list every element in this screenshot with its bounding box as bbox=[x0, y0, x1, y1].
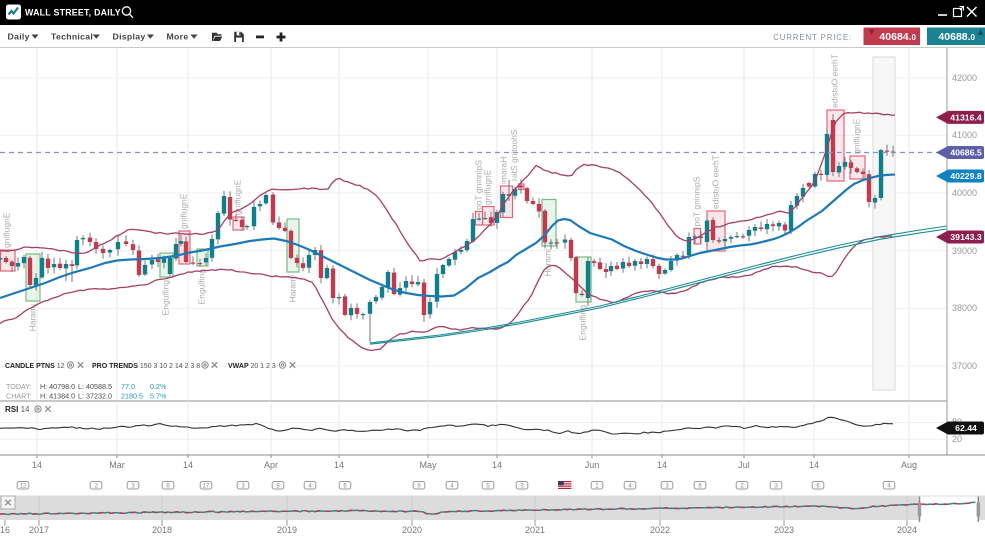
svg-text:41316.4: 41316.4 bbox=[950, 113, 982, 123]
svg-text:62.44: 62.44 bbox=[955, 423, 977, 433]
svg-text:May: May bbox=[419, 460, 437, 470]
svg-text:poT gninnipS: poT gninnipS bbox=[473, 160, 483, 210]
svg-text:L: 40588.5: L: 40588.5 bbox=[78, 382, 112, 391]
svg-text:gniflugnE: gniflugnE bbox=[482, 169, 492, 205]
svg-text:ratS gnitoohS: ratS gnitoohS bbox=[509, 129, 519, 181]
svg-text:Aug: Aug bbox=[901, 460, 917, 470]
svg-text:14: 14 bbox=[657, 460, 667, 470]
svg-text:5: 5 bbox=[486, 484, 490, 490]
svg-text:2019: 2019 bbox=[277, 525, 297, 535]
svg-text:2018: 2018 bbox=[152, 525, 172, 535]
svg-text:Harami: Harami bbox=[542, 249, 552, 277]
svg-text:2023: 2023 bbox=[774, 525, 794, 535]
svg-text:16: 16 bbox=[0, 525, 10, 535]
svg-text:12: 12 bbox=[20, 484, 27, 490]
svg-text:CANDLE PTNS 12: CANDLE PTNS 12 bbox=[5, 363, 65, 370]
svg-text:4: 4 bbox=[308, 484, 312, 490]
svg-text:gniflugnE: gniflugnE bbox=[851, 118, 861, 154]
svg-text:edistuO eerhT: edistuO eerhT bbox=[710, 155, 720, 209]
svg-text:CHART:: CHART: bbox=[6, 392, 32, 401]
svg-text:6: 6 bbox=[166, 484, 170, 490]
svg-text:2: 2 bbox=[94, 484, 98, 490]
svg-text:14: 14 bbox=[809, 460, 819, 470]
svg-text:CURRENT PRICE:: CURRENT PRICE: bbox=[773, 33, 852, 42]
svg-text:Apr: Apr bbox=[264, 460, 278, 470]
svg-text:Daily: Daily bbox=[8, 32, 30, 42]
svg-text:RSI 14: RSI 14 bbox=[5, 405, 30, 414]
svg-text:Engulfing: Engulfing bbox=[196, 269, 206, 305]
svg-text:39000: 39000 bbox=[952, 246, 977, 256]
svg-text:77.0: 77.0 bbox=[121, 382, 135, 391]
svg-text:Technical: Technical bbox=[51, 32, 93, 42]
svg-text:4: 4 bbox=[450, 484, 454, 490]
svg-text:2: 2 bbox=[740, 484, 744, 490]
svg-text:gniflugnE: gniflugnE bbox=[232, 179, 242, 215]
svg-text:Jul: Jul bbox=[738, 460, 750, 470]
svg-text:2021: 2021 bbox=[525, 525, 545, 535]
svg-text:gniflugnE: gniflugnE bbox=[1, 212, 11, 248]
svg-text:3: 3 bbox=[665, 484, 669, 490]
svg-text:40686.5: 40686.5 bbox=[950, 148, 982, 158]
svg-text:6: 6 bbox=[698, 484, 702, 490]
svg-text:2: 2 bbox=[595, 484, 599, 490]
svg-text:Mar: Mar bbox=[109, 460, 125, 470]
svg-text:40688.0: 40688.0 bbox=[938, 31, 975, 43]
svg-text:14: 14 bbox=[334, 460, 344, 470]
svg-text:Engulfing: Engulfing bbox=[577, 305, 587, 341]
svg-text:17: 17 bbox=[203, 484, 210, 490]
svg-text:2017: 2017 bbox=[29, 525, 49, 535]
svg-text:14: 14 bbox=[183, 460, 193, 470]
svg-text:4: 4 bbox=[628, 484, 632, 490]
svg-text:37000: 37000 bbox=[952, 361, 977, 371]
svg-text:5.7%: 5.7% bbox=[150, 392, 167, 401]
svg-text:2024: 2024 bbox=[897, 525, 917, 535]
svg-text:2180.5: 2180.5 bbox=[121, 392, 143, 401]
svg-text:H: 41384.0: H: 41384.0 bbox=[40, 392, 75, 401]
svg-text:42000: 42000 bbox=[952, 73, 977, 83]
svg-text:L: 37232.0: L: 37232.0 bbox=[78, 392, 112, 401]
svg-text:3: 3 bbox=[774, 484, 778, 490]
svg-text:4: 4 bbox=[887, 484, 891, 490]
svg-text:edistuO eerhT: edistuO eerhT bbox=[829, 54, 839, 108]
svg-text:20: 20 bbox=[952, 434, 962, 444]
svg-text:WALL STREET, DAILY: WALL STREET, DAILY bbox=[25, 8, 121, 18]
svg-text:VWAP 20 1 2 3: VWAP 20 1 2 3 bbox=[228, 363, 276, 370]
svg-text:PRO TRENDS 150 3 10 2 14 2 3 8: PRO TRENDS 150 3 10 2 14 2 3 8 bbox=[92, 363, 200, 370]
svg-text:14: 14 bbox=[492, 460, 502, 470]
svg-text:8: 8 bbox=[276, 484, 280, 490]
svg-text:gniflugnE: gniflugnE bbox=[178, 193, 188, 229]
svg-text:poT gninnipS: poT gninnipS bbox=[691, 176, 701, 226]
svg-text:6: 6 bbox=[417, 484, 421, 490]
svg-text:imaraH: imaraH bbox=[498, 157, 508, 184]
svg-text:39143.3: 39143.3 bbox=[950, 232, 982, 242]
svg-text:40000: 40000 bbox=[952, 188, 977, 198]
svg-text:3: 3 bbox=[131, 484, 135, 490]
svg-text:Display: Display bbox=[113, 32, 146, 42]
svg-text:2020: 2020 bbox=[402, 525, 422, 535]
svg-text:3: 3 bbox=[520, 484, 524, 490]
svg-text:6: 6 bbox=[816, 484, 820, 490]
svg-text:38000: 38000 bbox=[952, 303, 977, 313]
svg-text:3: 3 bbox=[241, 484, 245, 490]
svg-text:More: More bbox=[167, 32, 189, 42]
svg-text:6: 6 bbox=[343, 484, 347, 490]
svg-text:40229.8: 40229.8 bbox=[950, 171, 982, 181]
svg-text:40684.0: 40684.0 bbox=[879, 31, 916, 43]
svg-text:TODAY:: TODAY: bbox=[6, 382, 32, 391]
svg-text:14: 14 bbox=[32, 460, 42, 470]
svg-text:Harami: Harami bbox=[287, 275, 297, 303]
svg-text:Jun: Jun bbox=[585, 460, 600, 470]
svg-text:0.2%: 0.2% bbox=[150, 382, 167, 391]
svg-text:41000: 41000 bbox=[952, 130, 977, 140]
svg-text:Harami: Harami bbox=[27, 304, 37, 332]
svg-text:2022: 2022 bbox=[650, 525, 670, 535]
svg-text:H: 40798.0: H: 40798.0 bbox=[40, 382, 75, 391]
svg-text:Engulfing: Engulfing bbox=[160, 280, 170, 316]
